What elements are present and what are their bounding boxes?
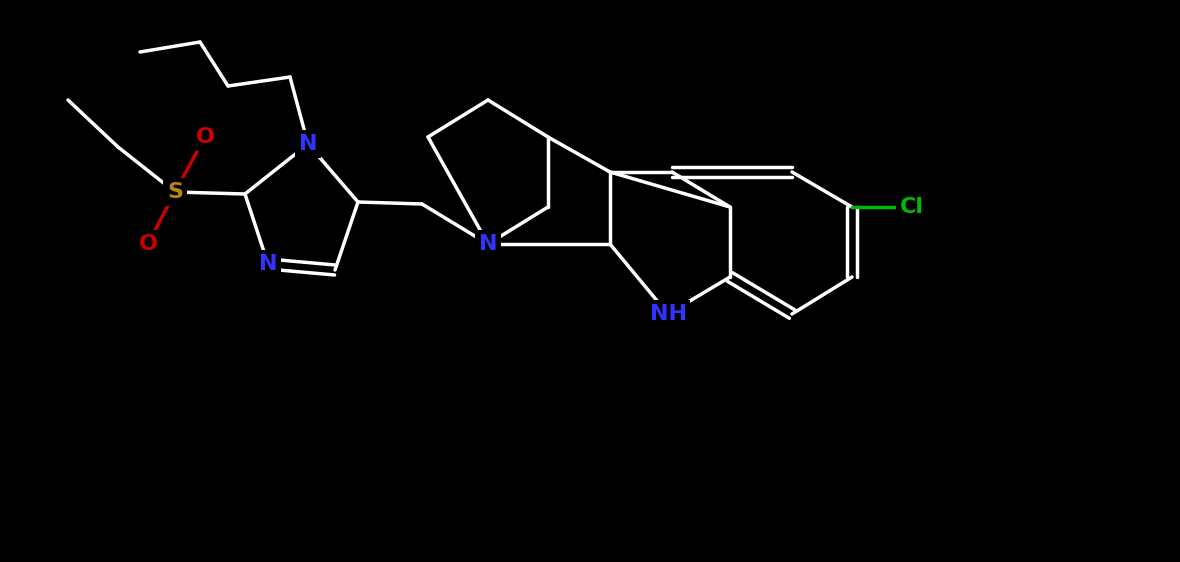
Text: Cl: Cl <box>900 197 924 217</box>
Text: N: N <box>299 134 317 154</box>
Text: N: N <box>258 254 277 274</box>
Text: N: N <box>479 234 497 254</box>
Text: O: O <box>196 127 215 147</box>
Text: S: S <box>168 182 183 202</box>
Text: O: O <box>138 234 157 254</box>
Text: NH: NH <box>649 304 687 324</box>
